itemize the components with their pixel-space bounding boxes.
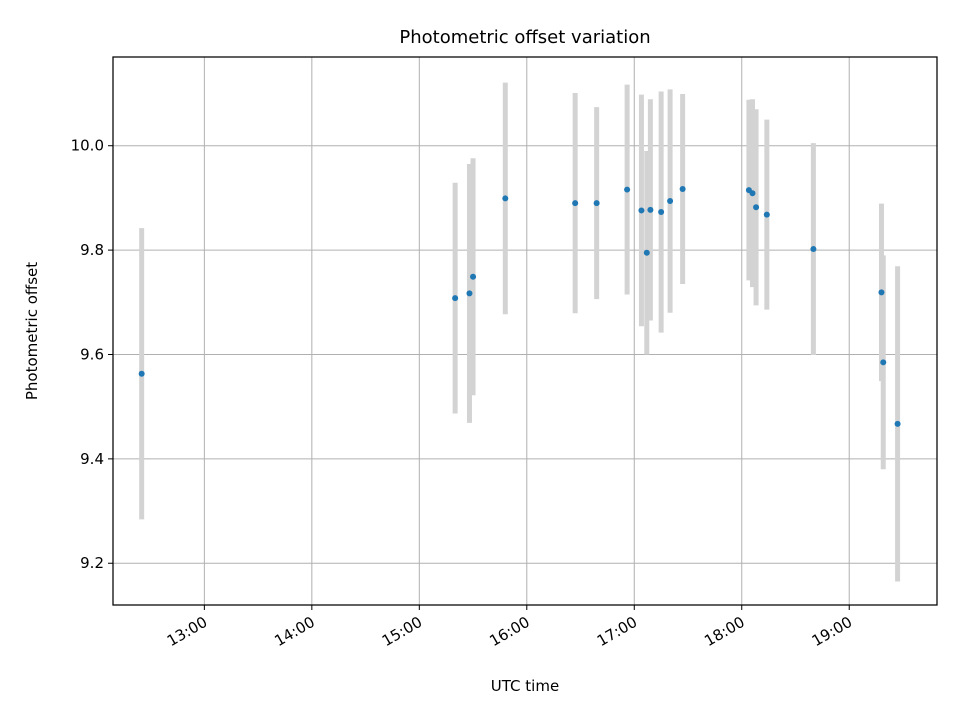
y-tick-label: 9.6: [80, 345, 104, 363]
data-points: [138, 186, 901, 427]
data-point: [753, 204, 760, 211]
data-point: [638, 207, 645, 214]
data-point: [679, 186, 686, 193]
data-point: [667, 198, 674, 205]
data-point: [880, 359, 887, 366]
data-point: [138, 370, 145, 377]
y-tick-label: 9.2: [80, 554, 104, 572]
y-tick-label: 9.4: [80, 450, 104, 468]
data-point: [572, 200, 579, 207]
data-point: [452, 295, 459, 302]
y-axis-ticks: 9.2 9.4 9.6 9.8 10.0: [71, 137, 113, 572]
y-tick-label: 9.8: [80, 241, 104, 259]
x-axis-label: UTC time: [491, 677, 559, 695]
data-point: [658, 209, 665, 216]
data-point: [624, 186, 631, 193]
data-point: [470, 273, 477, 280]
data-point: [593, 200, 600, 207]
grid: [113, 57, 937, 605]
data-point: [647, 206, 654, 213]
chart-title: Photometric offset variation: [399, 27, 650, 48]
data-point: [810, 246, 817, 253]
data-point: [763, 211, 770, 218]
data-point: [466, 290, 473, 297]
data-point: [749, 190, 756, 197]
data-point: [878, 289, 885, 296]
data-point: [502, 195, 509, 202]
data-point: [894, 420, 901, 427]
y-tick-label: 10.0: [71, 137, 104, 155]
plot-area-frame: [112, 56, 938, 606]
data-point: [643, 249, 650, 256]
y-axis-label: Photometric offset: [23, 262, 41, 400]
